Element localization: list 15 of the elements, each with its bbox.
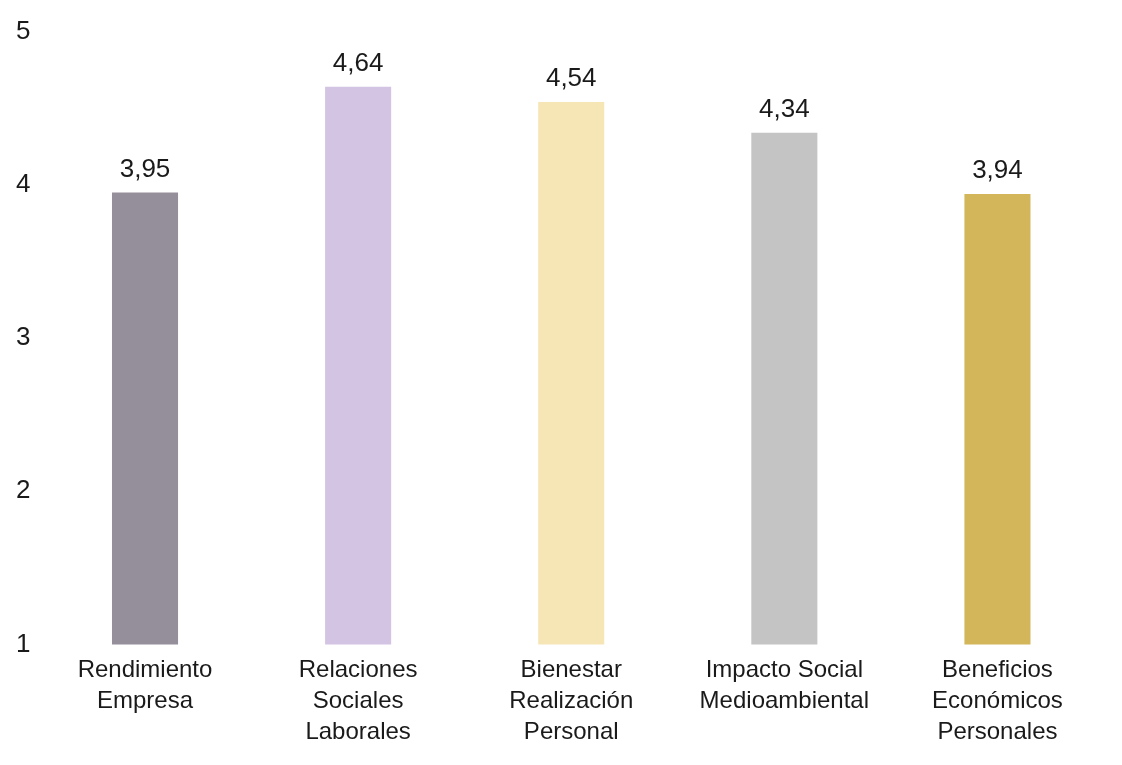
y-tick-label: 5 [15,14,31,45]
y-tick-label: 4 [15,167,31,198]
x-tick-label: Beneficios Económicos Personales [932,654,1063,745]
y-tick-label: 2 [15,474,31,505]
y-tick-label: 3 [15,321,31,352]
x-tick-label: Relaciones Sociales Laborales [298,654,418,745]
x-tick-label: Bienestar Realización Personal [509,654,634,745]
y-tick-label: 1 [15,627,31,658]
data-label: 3,95 [119,152,171,183]
x-tick-label: Rendimiento Empresa [77,654,213,713]
data-label: 3,94 [972,154,1023,185]
data-label: 4,34 [759,92,810,123]
data-label: 4,54 [545,62,597,93]
x-tick-label: Impacto Social Medioambiental [699,654,870,713]
data-label: 4,64 [332,46,384,77]
